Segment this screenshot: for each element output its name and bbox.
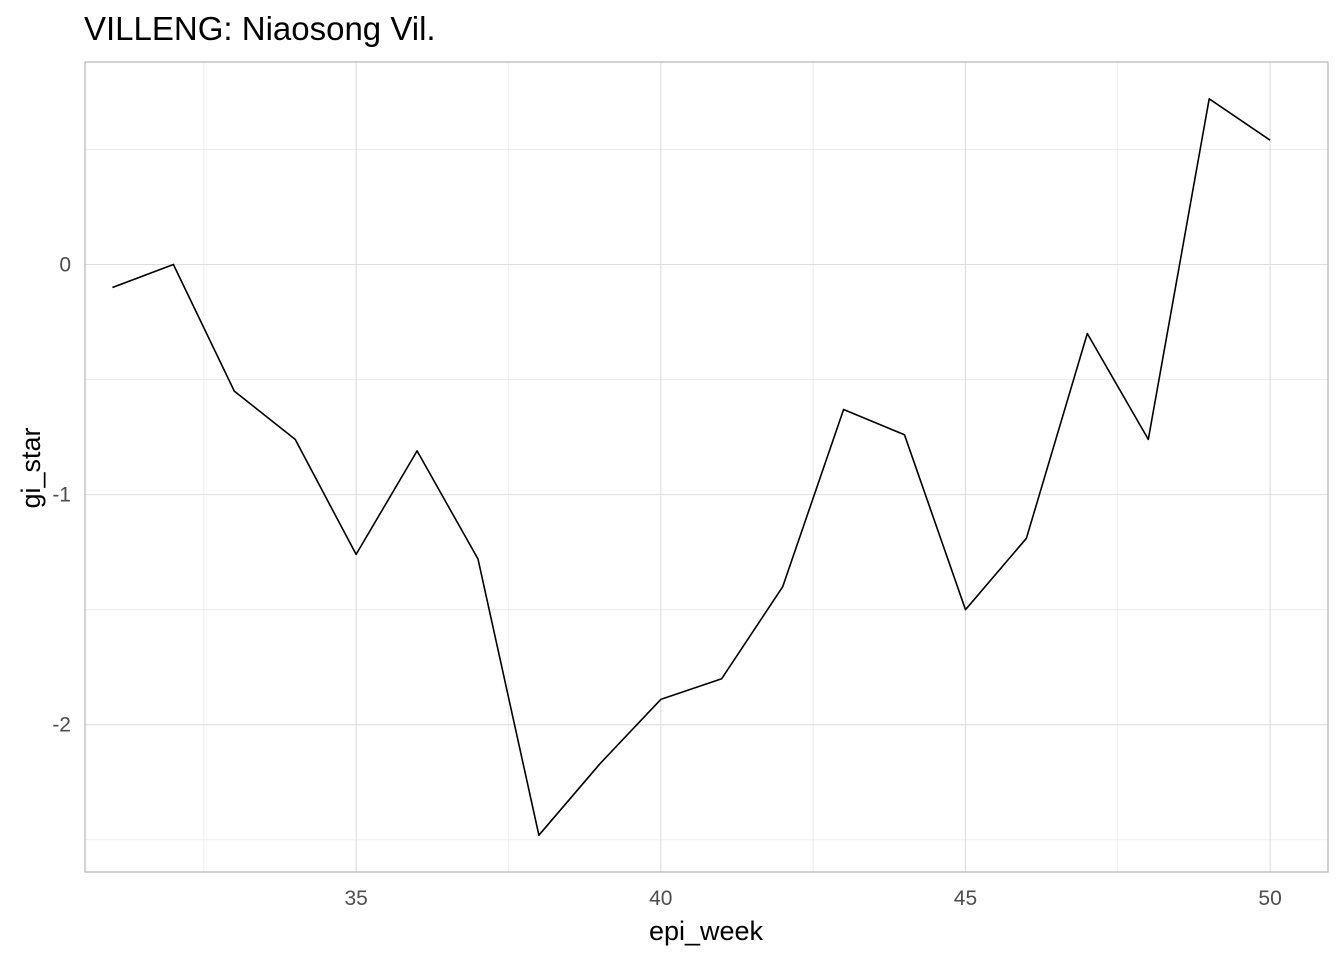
plot-panel bbox=[84, 61, 1329, 873]
y-tick-label: -2 bbox=[52, 714, 71, 737]
minor-gridlines bbox=[85, 62, 1328, 872]
y-axis-title: gi_star bbox=[16, 427, 46, 508]
y-tick-label: 0 bbox=[59, 254, 71, 277]
x-tick-label: 40 bbox=[649, 887, 672, 910]
x-tick-label: 35 bbox=[344, 887, 367, 910]
major-gridlines bbox=[85, 62, 1328, 872]
chart-title: VILLENG: Niaosong Vil. bbox=[84, 10, 436, 47]
x-tick-label: 45 bbox=[954, 887, 977, 910]
y-tick-label: -1 bbox=[52, 484, 71, 507]
x-axis-tick-labels: 35 40 45 50 bbox=[344, 887, 1281, 910]
x-axis-title: epi_week bbox=[649, 916, 764, 946]
y-axis-tick-labels: 0 -1 -2 bbox=[52, 254, 71, 737]
series-line bbox=[112, 98, 1271, 836]
x-tick-label: 50 bbox=[1258, 887, 1281, 910]
